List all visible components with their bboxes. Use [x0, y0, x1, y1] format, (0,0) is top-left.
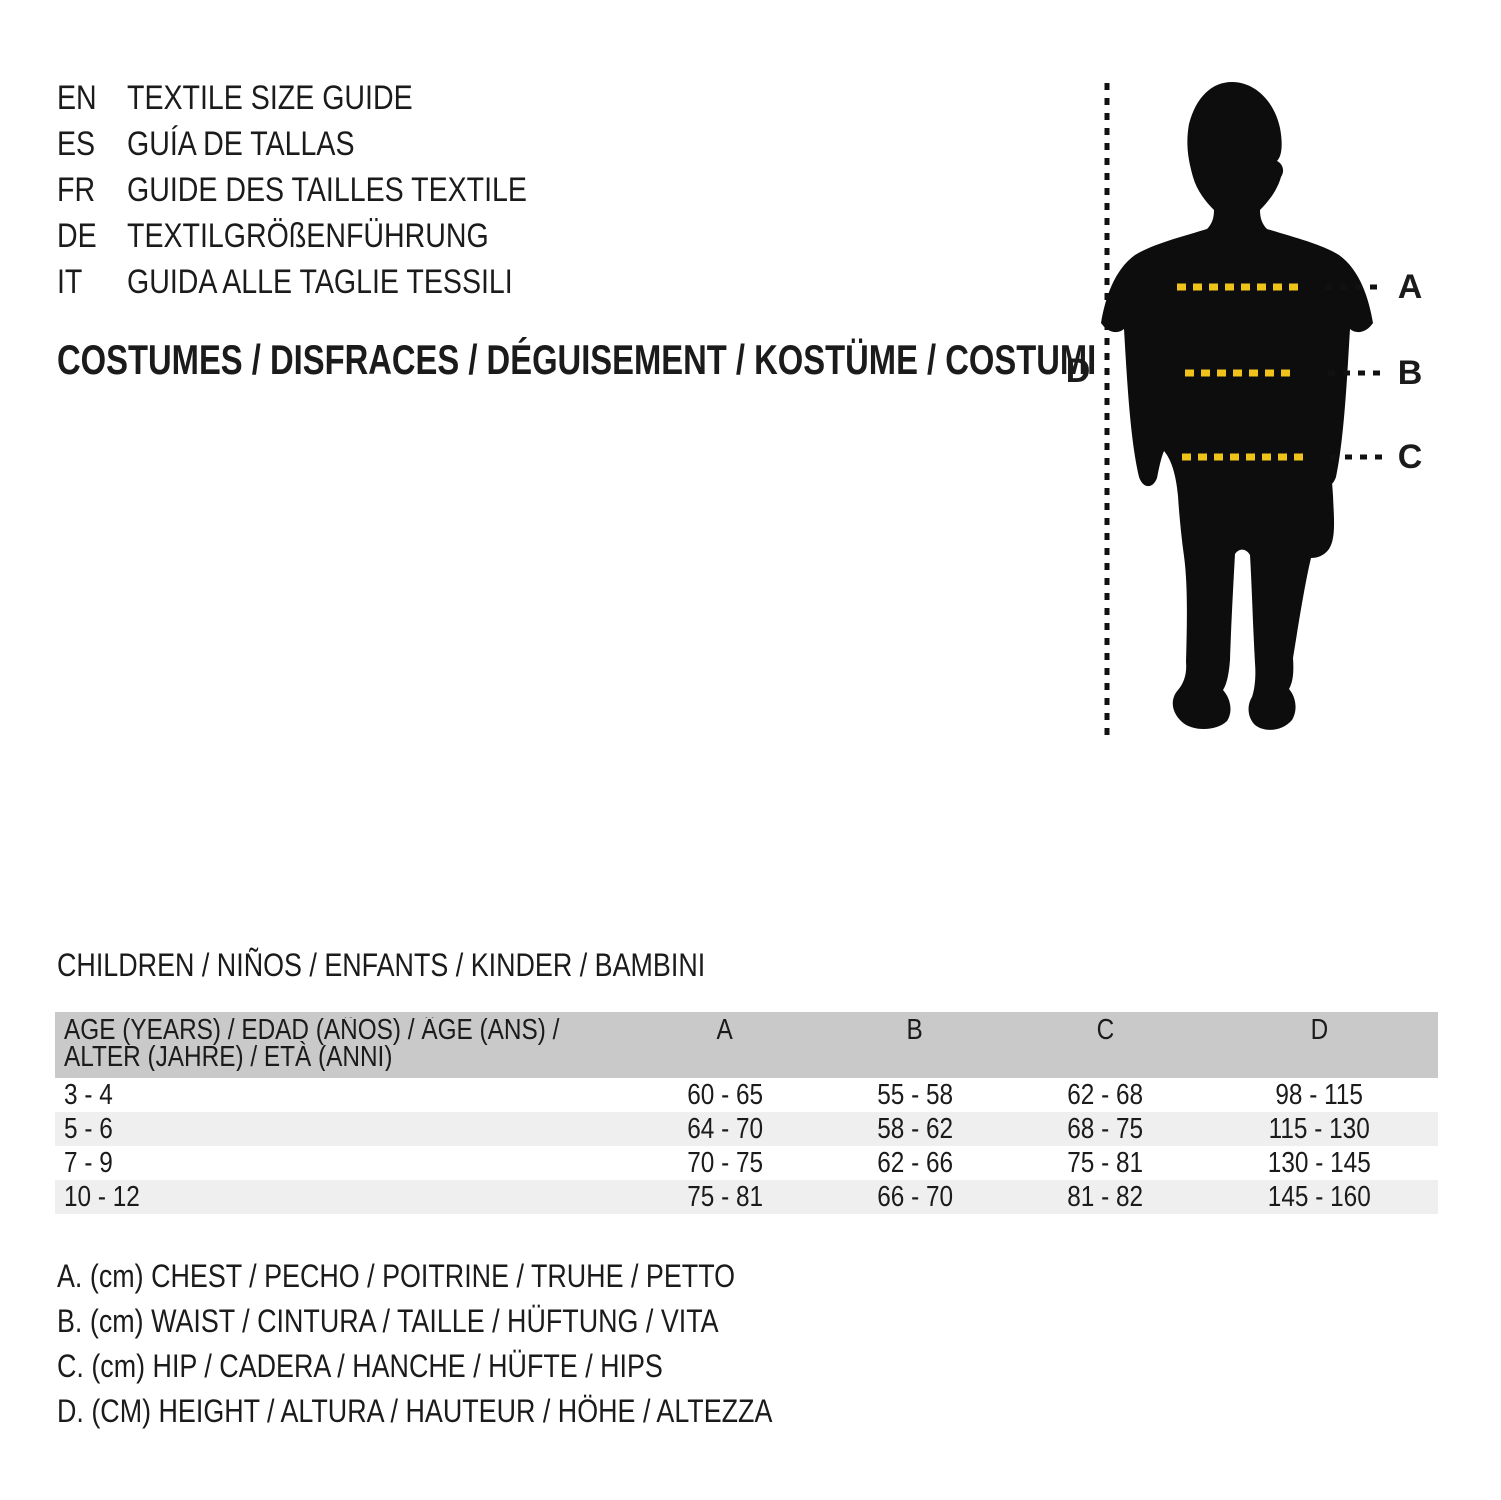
age-cell: 7 - 9 [55, 1146, 630, 1180]
hip-cell: 68 - 75 [1010, 1112, 1200, 1146]
guide-title-it: GUIDA ALLE TAGLIE TESSILI [127, 263, 513, 301]
height-value: 130 - 145 [1267, 1147, 1371, 1179]
hip-cell: 75 - 81 [1010, 1146, 1200, 1180]
age-value: 5 - 6 [64, 1113, 113, 1145]
chest-cell: 64 - 70 [630, 1112, 820, 1146]
guide-title-de: TEXTILGRÖßENFÜHRUNG [127, 217, 489, 255]
chest-cell: 60 - 65 [630, 1078, 820, 1112]
language-code: DE [57, 217, 97, 255]
height-cell: 130 - 145 [1200, 1146, 1438, 1180]
hip-cell: 62 - 68 [1010, 1078, 1200, 1112]
height-label: D [1065, 352, 1091, 390]
chest-value: 60 - 65 [687, 1079, 763, 1111]
category-title: COSTUMES / DISFRACES / DÉGUISEMENT / KOS… [57, 336, 1097, 383]
table-row-age-5-6: 5 - 6 64 - 70 58 - 62 68 - 75 115 - 130 [55, 1112, 1438, 1146]
age-value: 10 - 12 [64, 1181, 140, 1213]
chest-value: 64 - 70 [687, 1113, 763, 1145]
hip-value: 75 - 81 [1067, 1147, 1143, 1179]
column-header-c-label: C [1096, 1014, 1114, 1046]
language-row-fr: FR GUIDE DES TAILLES TEXTILE [57, 167, 603, 213]
legend-item-hip: C. (cm) HIP / CADERA / HANCHE / HÜFTE / … [57, 1348, 663, 1384]
age-column-header-line1: AGE (YEARS) / EDAD (AÑOS) / ÂGE (ANS) / [64, 1017, 560, 1046]
guide-title-en: TEXTILE SIZE GUIDE [127, 79, 413, 117]
height-value: 115 - 130 [1268, 1113, 1370, 1145]
chest-label: A [1397, 268, 1423, 306]
chest-cell: 70 - 75 [630, 1146, 820, 1180]
column-header-c: C [1010, 1014, 1200, 1071]
column-header-a-label: A [716, 1014, 734, 1046]
measurement-legend: A. (cm) CHEST / PECHO / POITRINE / TRUHE… [57, 1254, 909, 1434]
language-code: ES [57, 125, 96, 163]
age-value: 7 - 9 [64, 1147, 113, 1179]
column-header-d: D [1200, 1014, 1438, 1071]
height-cell: 115 - 130 [1200, 1112, 1438, 1146]
child-silhouette-figure [1101, 82, 1385, 742]
height-cell: 145 - 160 [1200, 1180, 1438, 1214]
guide-title-es: GUÍA DE TALLAS [127, 125, 355, 163]
child-silhouette [1101, 82, 1373, 730]
waist-cell: 58 - 62 [820, 1112, 1010, 1146]
height-cell: 98 - 115 [1200, 1078, 1438, 1112]
age-column-header-line2: ALTER (JAHRE) / ETÀ (ANNI) [64, 1041, 393, 1072]
size-table-header-row: AGE (YEARS) / EDAD (AÑOS) / ÂGE (ANS) / … [55, 1012, 1438, 1078]
age-cell: 5 - 6 [55, 1112, 630, 1146]
age-cell: 10 - 12 [55, 1180, 630, 1214]
hip-label: C [1397, 438, 1423, 476]
hip-cell: 81 - 82 [1010, 1180, 1200, 1214]
hip-value: 62 - 68 [1067, 1079, 1143, 1111]
column-header-a: A [630, 1014, 820, 1071]
waist-value: 62 - 66 [877, 1147, 953, 1179]
height-value: 98 - 115 [1275, 1079, 1363, 1111]
legend-item-height: D. (CM) HEIGHT / ALTURA / HAUTEUR / HÖHE… [57, 1393, 773, 1429]
size-table: AGE (YEARS) / EDAD (AÑOS) / ÂGE (ANS) / … [55, 1012, 1438, 1214]
waist-value: 58 - 62 [877, 1113, 953, 1145]
waist-cell: 66 - 70 [820, 1180, 1010, 1214]
language-row-it: IT GUIDA ALLE TAGLIE TESSILI [57, 259, 603, 305]
column-header-d-label: D [1310, 1014, 1328, 1046]
chest-value: 75 - 81 [687, 1181, 763, 1213]
column-header-b-label: B [906, 1014, 924, 1046]
table-row-age-10-12: 10 - 12 75 - 81 66 - 70 81 - 82 145 - 16… [55, 1180, 1438, 1214]
language-row-en: EN TEXTILE SIZE GUIDE [57, 75, 603, 121]
hip-value: 81 - 82 [1067, 1181, 1143, 1213]
height-value: 145 - 160 [1267, 1181, 1371, 1213]
age-value: 3 - 4 [64, 1079, 113, 1111]
age-cell: 3 - 4 [55, 1078, 630, 1112]
table-section-title: CHILDREN / NIÑOS / ENFANTS / KINDER / BA… [57, 947, 706, 983]
waist-label: B [1397, 354, 1423, 392]
chest-value: 70 - 75 [687, 1147, 763, 1179]
language-title-list: EN TEXTILE SIZE GUIDE ES GUÍA DE TALLAS … [57, 75, 603, 305]
guide-title-fr: GUIDE DES TAILLES TEXTILE [127, 171, 527, 209]
language-code: EN [57, 79, 97, 117]
waist-cell: 62 - 66 [820, 1146, 1010, 1180]
chest-cell: 75 - 81 [630, 1180, 820, 1214]
age-column-header: AGE (YEARS) / EDAD (AÑOS) / ÂGE (ANS) / … [55, 1017, 630, 1071]
language-row-es: ES GUÍA DE TALLAS [57, 121, 603, 167]
language-code: FR [57, 171, 96, 209]
column-header-b: B [820, 1014, 1010, 1071]
table-row-age-3-4: 3 - 4 60 - 65 55 - 58 62 - 68 98 - 115 [55, 1078, 1438, 1112]
waist-value: 55 - 58 [877, 1079, 953, 1111]
language-row-de: DE TEXTILGRÖßENFÜHRUNG [57, 213, 603, 259]
waist-cell: 55 - 58 [820, 1078, 1010, 1112]
legend-item-chest: A. (cm) CHEST / PECHO / POITRINE / TRUHE… [57, 1258, 736, 1294]
legend-item-waist: B. (cm) WAIST / CINTURA / TAILLE / HÜFTU… [57, 1303, 719, 1339]
hip-value: 68 - 75 [1067, 1113, 1143, 1145]
table-row-age-7-9: 7 - 9 70 - 75 62 - 66 75 - 81 130 - 145 [55, 1146, 1438, 1180]
waist-value: 66 - 70 [877, 1181, 953, 1213]
language-code: IT [57, 263, 83, 301]
